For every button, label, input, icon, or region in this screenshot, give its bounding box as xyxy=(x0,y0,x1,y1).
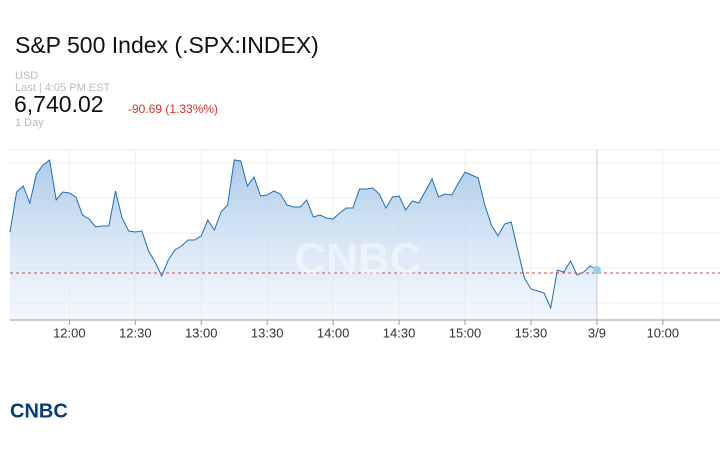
period: 1 Day xyxy=(15,117,44,129)
price: 6,740.02 xyxy=(14,91,104,117)
logo: CNBC xyxy=(10,400,68,422)
x-tick-label: 15:30 xyxy=(515,325,548,340)
plot: 12:00 12:30 13:00 13:30 14:00 14:30 15:00 15:30… xyxy=(9,149,720,340)
x-tick-label: 3/9 xyxy=(588,325,606,340)
x-tick-label: 15:00 xyxy=(449,325,482,340)
currency: USD xyxy=(15,70,38,82)
last-time: Last | 4:05 PM EST xyxy=(15,82,110,94)
x-tick-label: 12:30 xyxy=(119,325,152,340)
line xyxy=(9,159,598,310)
watermark: CNBC xyxy=(294,235,421,284)
x-tick-label: 10:00 xyxy=(647,325,680,340)
area-fill xyxy=(10,160,597,320)
x-tick-label: 14:30 xyxy=(383,325,416,340)
change: -90.69 (1.33%%) xyxy=(128,102,218,116)
title: S&P 500 Index (.SPX:INDEX) xyxy=(15,32,319,58)
x-tick-label: 14:00 xyxy=(317,325,350,340)
last-point xyxy=(592,266,601,274)
x-tick-label: 13:00 xyxy=(185,325,218,340)
x-tick-label: 12:00 xyxy=(53,325,86,340)
x-tick-label: 13:30 xyxy=(251,325,284,340)
